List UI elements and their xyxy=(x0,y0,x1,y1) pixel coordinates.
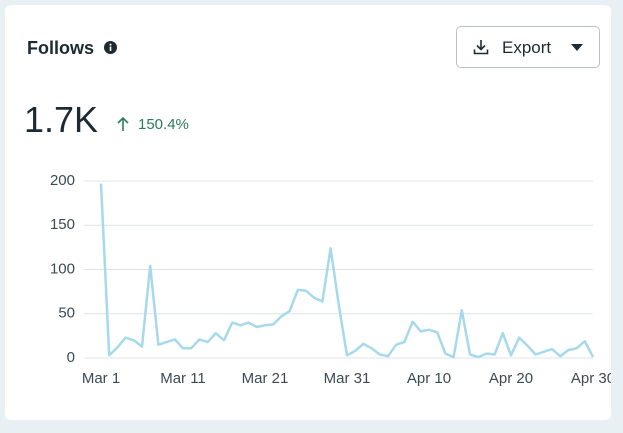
chart: 0 50 100 150 200 Mar 1 Mar 11 Mar 21 Mar 31 Apr 1… xyxy=(50,172,611,387)
total-value: 1.7K xyxy=(24,99,99,140)
x-tick-label: Mar 1 xyxy=(82,370,120,387)
x-tick-label: Mar 21 xyxy=(242,370,289,387)
export-label: Export xyxy=(502,38,552,57)
y-tick-label: 100 xyxy=(50,260,75,277)
x-tick-label: Mar 11 xyxy=(160,370,206,387)
change-percent: 150.4% xyxy=(138,116,189,133)
x-tick-label: Apr 30 xyxy=(571,370,611,387)
card: Follows Export 1.7K 150.4% 0 50 100 150 200 M… xyxy=(5,5,611,420)
x-tick-label: Apr 20 xyxy=(489,370,533,387)
y-tick-label: 200 xyxy=(50,172,75,189)
y-tick-label: 150 xyxy=(50,216,75,233)
x-tick-label: Mar 31 xyxy=(324,370,371,387)
up-arrow xyxy=(117,116,129,131)
export-button[interactable]: Export xyxy=(456,26,600,68)
info-icon[interactable] xyxy=(104,41,117,54)
caret-icon xyxy=(571,44,583,51)
download-icon xyxy=(473,40,489,55)
card-title: Follows xyxy=(27,38,94,58)
y-tick-label: 50 xyxy=(58,305,75,322)
series-line xyxy=(99,183,595,359)
y-tick-label: 0 xyxy=(67,349,75,366)
x-tick-label: Apr 10 xyxy=(407,370,451,387)
